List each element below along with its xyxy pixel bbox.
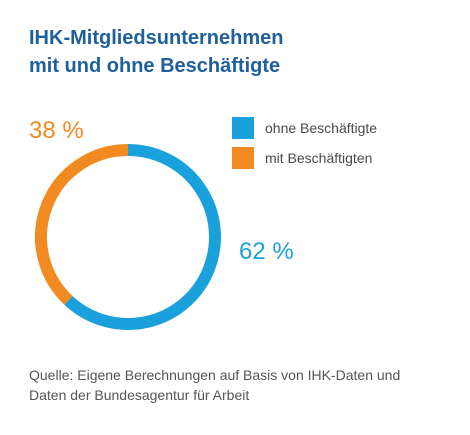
chart-title-line-2: mit und ohne Beschäftigte	[29, 55, 281, 77]
slice-ohne-beschaeftigte	[64, 144, 221, 330]
slice-mit-beschaeftigten	[35, 144, 129, 305]
legend-swatch-orange	[232, 147, 254, 169]
data-label-ohne-beschaeftigte: 62 %	[239, 238, 294, 265]
chart-title-line-1: IHK-Mitgliedsunternehmen	[29, 27, 284, 49]
legend-item-ohne-beschaeftigte: ohne Beschäftigte	[232, 117, 377, 139]
legend-label: ohne Beschäftigte	[265, 120, 378, 136]
source-line-1: Quelle: Eigene Berechnungen auf Basis vo…	[29, 367, 401, 383]
legend-label: mit Beschäftigten	[265, 150, 373, 166]
data-label-mit-beschaeftigten: 38 %	[29, 117, 84, 144]
chart-title: IHK-Mitgliedsunternehmen mit und ohne Be…	[29, 24, 449, 80]
legend-swatch-blue	[232, 117, 254, 139]
legend: ohne Beschäftigte mit Beschäftigten	[232, 117, 377, 177]
legend-item-mit-beschaeftigten: mit Beschäftigten	[232, 147, 377, 169]
source-line-2: Daten der Bundesagentur für Arbeit	[29, 387, 250, 403]
source-note: Quelle: Eigene Berechnungen auf Basis vo…	[29, 365, 459, 405]
